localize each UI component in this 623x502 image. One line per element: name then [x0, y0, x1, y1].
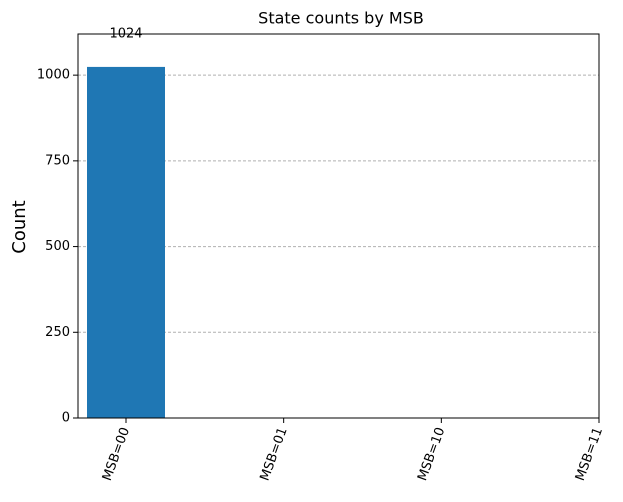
- x-tick-label: MSB=01: [258, 425, 291, 483]
- x-tick-label: MSB=00: [100, 425, 133, 483]
- bar: [87, 66, 165, 419]
- y-axis-label: Count: [9, 200, 30, 253]
- chart-title: State counts by MSB: [258, 9, 424, 28]
- x-tick-label: MSB=11: [573, 425, 606, 483]
- x-tick-label: MSB=10: [415, 425, 448, 483]
- y-tick-label: 750: [45, 153, 70, 168]
- y-tick-label: 0: [62, 411, 70, 426]
- y-tick-label: 1000: [37, 68, 70, 83]
- y-tick-label: 500: [45, 239, 70, 254]
- plot-frame: [77, 33, 600, 419]
- y-tick-label: 250: [45, 325, 70, 340]
